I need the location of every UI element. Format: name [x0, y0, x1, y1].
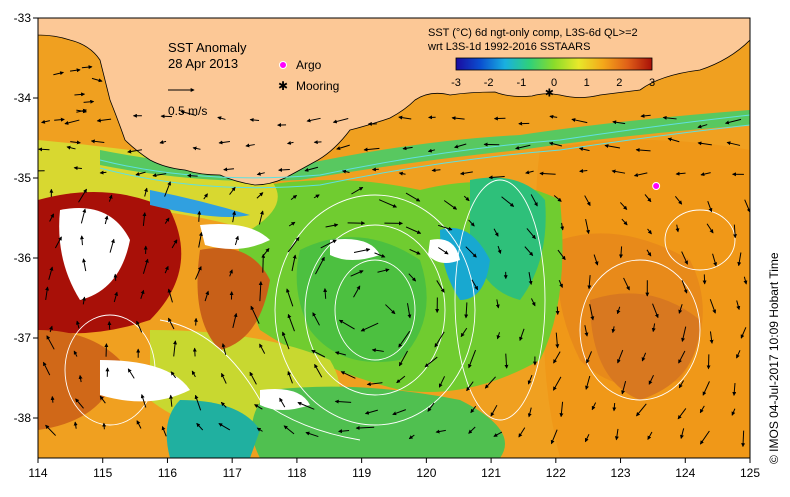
x-tick-label: 122 — [546, 466, 566, 480]
velocity-arrow — [52, 397, 53, 403]
x-tick-label: 125 — [740, 466, 760, 480]
colorbar-ramp — [456, 58, 652, 70]
x-tick-label: 123 — [611, 466, 631, 480]
colorbar-tick-label: -2 — [484, 77, 494, 89]
argo-label: Argo — [296, 58, 322, 72]
y-tick-label: -34 — [14, 91, 32, 105]
y-tick-label: -33 — [14, 11, 32, 25]
map-field — [29, 18, 750, 458]
map-date: 28 Apr 2013 — [168, 56, 238, 71]
x-axis: 114 115 116 117 118 119 120 121 122 123 124 125 — [28, 458, 760, 480]
velocity-arrow — [115, 274, 116, 281]
velocity-arrow — [557, 307, 558, 315]
colorbar-title-line2: wrt L3S-1d 1992-2016 SSTAARS — [427, 41, 590, 53]
colorbar-tick-label: 1 — [584, 77, 590, 89]
mooring-label: Mooring — [296, 79, 339, 93]
velocity-arrow — [279, 170, 290, 171]
y-axis: -33 -34 -35 -36 -37 -38 — [14, 11, 38, 425]
velocity-arrow — [39, 149, 50, 150]
map-title: SST Anomaly — [168, 40, 247, 55]
y-tick-label: -37 — [14, 331, 32, 345]
mooring-marker-icon: ✱ — [278, 79, 288, 93]
y-tick-label: -38 — [14, 411, 32, 425]
colorbar-title-line1: SST (°C) 6d ngt-only comp, L3S-6d QL>=2 — [428, 27, 638, 39]
velocity-arrow — [263, 254, 264, 272]
credit-text: © IMOS 04-Jul-2017 10:09 Hobart Time — [767, 252, 781, 464]
velocity-arrow — [100, 172, 106, 173]
x-tick-label: 116 — [158, 466, 177, 480]
scale-label: 0.5 m/s — [168, 104, 207, 118]
velocity-arrow — [188, 175, 198, 176]
velocity-arrow — [104, 423, 105, 429]
x-tick-label: 120 — [416, 466, 436, 480]
argo-float-point — [653, 183, 660, 190]
mooring-point: ✱ — [545, 87, 554, 99]
colorbar-tick-label: -1 — [516, 77, 526, 89]
y-tick-label: -36 — [14, 251, 32, 265]
argo-marker-icon — [280, 62, 287, 69]
velocity-arrow — [199, 211, 200, 221]
x-tick-label: 117 — [223, 466, 242, 480]
x-tick-label: 119 — [352, 466, 371, 480]
x-tick-label: 118 — [287, 466, 306, 480]
x-tick-label: 114 — [28, 466, 47, 480]
x-tick-label: 121 — [481, 466, 501, 480]
colorbar-tick-label: -3 — [451, 77, 461, 89]
x-tick-label: 124 — [675, 466, 695, 480]
colorbar-tick-label: 3 — [649, 77, 655, 89]
y-tick-label: -35 — [14, 171, 32, 185]
colorbar-tick-label: 2 — [616, 77, 622, 89]
velocity-arrow — [614, 403, 615, 411]
x-tick-label: 115 — [93, 466, 112, 480]
